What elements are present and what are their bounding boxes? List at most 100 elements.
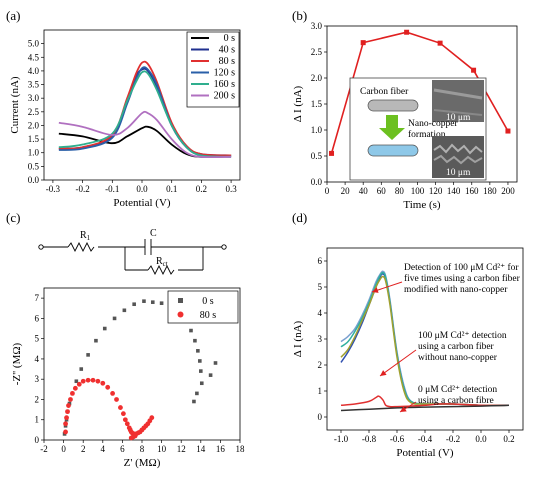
data-point <box>329 150 335 156</box>
y-tick-label: 1.5 <box>28 134 40 144</box>
series-line-80s <box>58 60 232 157</box>
data-point-80s <box>105 384 111 390</box>
annotation-text: 100 μM Cd²⁺ detection <box>418 331 507 341</box>
data-point-0s <box>198 359 202 363</box>
y-tick-label: 2.0 <box>28 120 40 130</box>
label-r1: R1 <box>80 230 91 242</box>
data-point-0s <box>86 353 90 357</box>
series-line-0s <box>58 125 232 158</box>
x-axis-label: Time (s) <box>403 199 441 211</box>
y-tick-label: 6 <box>318 256 323 266</box>
equivalent-circuit <box>38 239 227 276</box>
data-point-80s <box>63 429 68 435</box>
data-point-80s <box>76 381 82 387</box>
y-tick-label: 0 <box>318 412 323 422</box>
y-tick-label: 3.0 <box>311 21 323 31</box>
data-point-0s <box>193 338 197 343</box>
y-tick-label: 3.0 <box>28 93 40 103</box>
arrow-down-icon <box>379 115 405 140</box>
data-point-0s <box>195 391 199 396</box>
data-point-0s <box>79 367 84 371</box>
data-point <box>360 40 366 46</box>
label-rct-sub: ct <box>163 260 168 268</box>
x-tick-label: 20 <box>341 186 351 196</box>
y-tick-label: 1.5 <box>311 99 323 109</box>
annotation-arrowhead <box>380 370 387 376</box>
x-tick-label: 0.0 <box>475 434 487 444</box>
terminal-left <box>38 244 44 250</box>
panel-label-b: (b) <box>292 8 307 23</box>
x-tick-label: 200 <box>501 186 515 196</box>
annotation-arrow <box>379 349 417 377</box>
data-point-80s <box>100 380 106 386</box>
y-tick-label: 6 <box>35 313 40 323</box>
scale-bar-label: 10 μm <box>446 113 471 123</box>
chart-a: -0.3 -0.2 -0.1 0.0 0.1 0.2 0.3 0.0 0.5 1.0 1.5 2.0 2… <box>9 29 241 209</box>
data-point-0s <box>213 361 218 365</box>
x-tick-label: 140 <box>447 186 461 196</box>
x-tick-label: 120 <box>429 186 443 196</box>
scale-bar-label: 10 μm <box>446 168 471 178</box>
y-tick-label: 1 <box>35 415 40 425</box>
data-point-80s <box>132 433 138 439</box>
data-point-0s <box>74 379 79 384</box>
inset-label-carbon-fiber: Carbon fiber <box>360 86 409 97</box>
y-tick-label: 0.5 <box>28 161 40 171</box>
data-point-0s <box>142 299 146 303</box>
label-r1-sub: 1 <box>87 234 91 242</box>
x-tick-label: 8 <box>140 444 145 454</box>
data-point-80s <box>72 385 78 391</box>
x-tick-label: 40 <box>359 186 369 196</box>
y-tick-label: 4.0 <box>28 66 40 76</box>
x-tick-label: 18 <box>236 444 246 454</box>
x-tick-label: -0.6 <box>390 434 405 444</box>
panel-label-c: (c) <box>6 210 20 225</box>
y-tick-label: 0.0 <box>311 177 323 187</box>
series-line-200s <box>58 110 232 159</box>
y-tick-label: 5 <box>318 282 323 292</box>
x-axis-label: Potential (V) <box>396 447 453 459</box>
y-axis-label: Δ I (nA) <box>292 320 304 357</box>
annotation-arrowhead <box>372 287 379 293</box>
data-point <box>437 40 443 46</box>
inset-carbon-fiber: Carbon fiber 10 μm Nano-copper formation… <box>349 77 487 181</box>
data-point-0s <box>112 316 117 321</box>
data-point-80s <box>80 378 86 384</box>
annotation-text: without nano-copper <box>418 353 498 363</box>
label-rct: Rct <box>156 256 168 268</box>
y-axis-label: -Z'' (MΩ) <box>11 342 23 385</box>
legend-label: 40 s <box>219 45 236 56</box>
data-point-80s <box>68 397 73 402</box>
x-tick-label: 0.3 <box>225 184 237 194</box>
data-point-0s <box>199 381 204 386</box>
x-tick-label: 0 <box>325 186 330 196</box>
annotation-text: using a carbon fiber <box>418 341 495 352</box>
annotation-text: 0 μM Cd²⁺ detection <box>418 385 497 395</box>
panel-label-d: (d) <box>292 210 307 225</box>
annotation-text: modified with nano-copper <box>404 284 508 295</box>
legend-label: 160 s <box>214 79 236 90</box>
legend-label: 200 s <box>214 91 236 102</box>
data-point-80s <box>122 417 128 423</box>
legend-label: 80 s <box>219 56 236 67</box>
y-axis-label: Δ I (nA) <box>292 85 304 122</box>
x-tick-label: 80 <box>395 186 405 196</box>
data-point-0s <box>102 326 107 331</box>
y-tick-label: 0.0 <box>28 175 40 185</box>
legend-swatch <box>178 298 183 303</box>
x-tick-label: 100 <box>411 186 425 196</box>
data-point-0s <box>189 328 193 333</box>
data-point-0s <box>208 373 213 377</box>
x-tick-label: -1.0 <box>334 434 349 444</box>
x-axis-label: Potential (V) <box>113 197 170 209</box>
y-axis-label: Current (nA) <box>9 76 21 133</box>
data-point-0s <box>192 399 196 404</box>
legend-label: 0 s <box>202 296 214 307</box>
x-tick-label: 60 <box>377 186 387 196</box>
label-c: C <box>150 228 157 239</box>
x-tick-label: 14 <box>196 444 206 454</box>
data-point <box>471 67 477 73</box>
legend-label: 80 s <box>200 310 217 321</box>
x-tick-label: 0.0 <box>136 184 148 194</box>
